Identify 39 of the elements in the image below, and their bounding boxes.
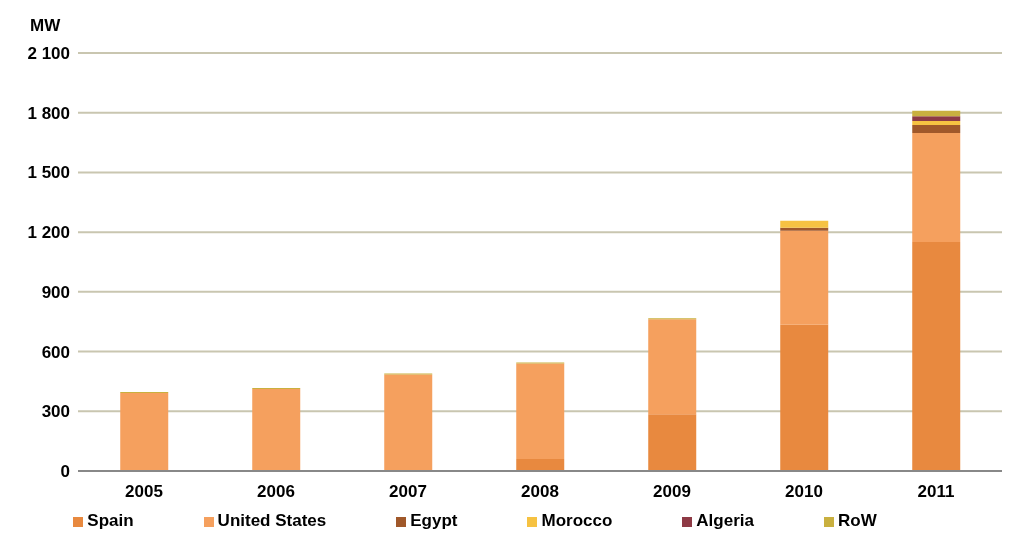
- bar: [912, 125, 961, 134]
- bar: [912, 110, 961, 117]
- bar: [384, 374, 433, 471]
- bar: [780, 227, 829, 231]
- y-tick-label: 1 800: [27, 103, 70, 123]
- bar: [912, 121, 961, 126]
- legend-label: RoW: [837, 511, 877, 530]
- legend-label: Spain: [87, 511, 134, 530]
- x-tick-label: 2008: [521, 482, 559, 502]
- x-tick-label: 2011: [917, 482, 955, 502]
- bar: [648, 414, 697, 471]
- bar: [648, 319, 697, 415]
- x-tick-label: 2010: [785, 482, 823, 502]
- bar: [912, 242, 961, 471]
- legend-label: Egypt: [410, 511, 458, 530]
- x-tick-label: 2005: [125, 482, 163, 502]
- y-tick-label: 600: [41, 342, 70, 362]
- y-tick-label: 900: [41, 282, 70, 302]
- bar: [252, 388, 301, 471]
- bar: [120, 392, 169, 471]
- bar: [912, 116, 961, 122]
- y-axis-title: MW: [30, 16, 61, 36]
- legend-label: Morocco: [541, 511, 613, 530]
- y-tick-label: 300: [41, 402, 70, 422]
- legend-label: Algeria: [696, 511, 754, 530]
- y-tick-label: 2 100: [27, 44, 70, 64]
- y-tick-label: 1 500: [27, 163, 70, 183]
- y-tick-label: 0: [60, 462, 70, 482]
- bar: [516, 363, 565, 460]
- bar: [780, 220, 829, 228]
- bar: [516, 459, 565, 471]
- bar: [780, 324, 829, 471]
- y-tick-label: 1 200: [27, 223, 70, 243]
- bar: [912, 133, 961, 243]
- legend-label: United States: [217, 511, 327, 530]
- x-tick-label: 2009: [653, 482, 691, 502]
- bar: [780, 230, 829, 325]
- x-tick-label: 2006: [257, 482, 295, 502]
- x-tick-label: 2007: [389, 482, 427, 502]
